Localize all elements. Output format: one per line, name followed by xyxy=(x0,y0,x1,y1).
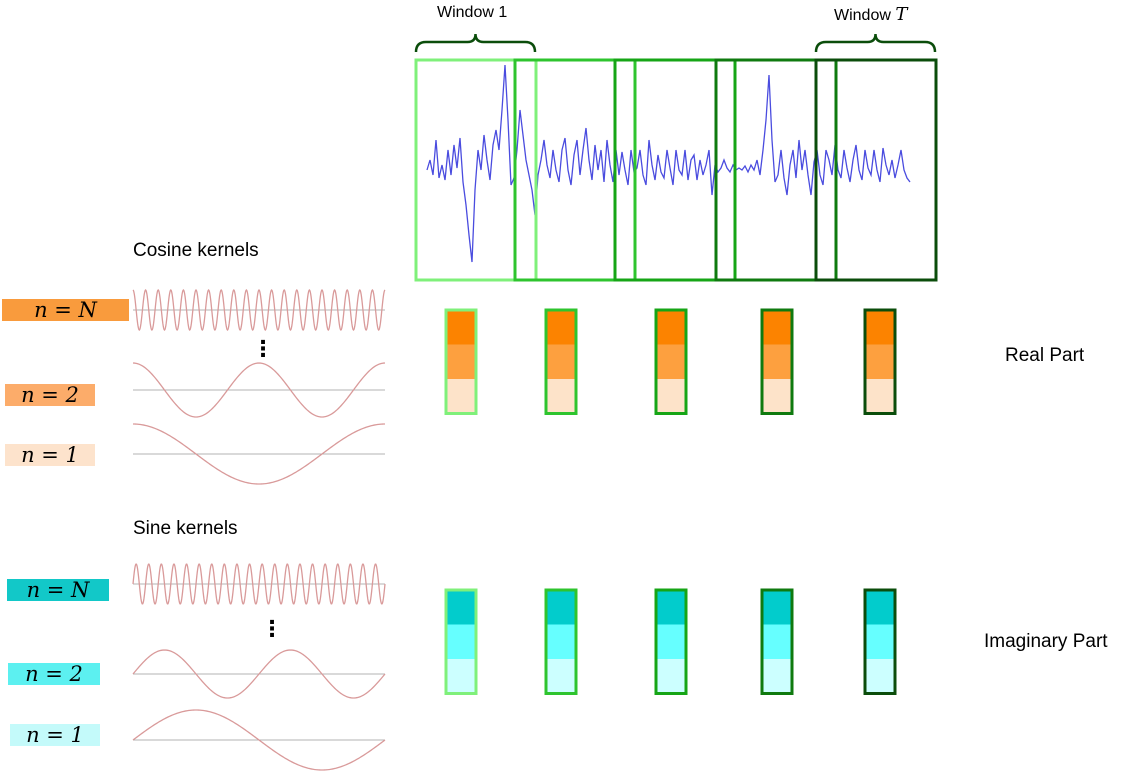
sine-label-n-1: n = 1 xyxy=(10,724,100,746)
real-part-column xyxy=(654,308,688,415)
sliding-windows xyxy=(414,58,938,282)
cell xyxy=(762,379,792,414)
cell xyxy=(546,310,576,345)
kernel-wave xyxy=(132,423,386,485)
imaginary-part-column xyxy=(444,588,478,695)
column-border xyxy=(444,588,478,695)
cell xyxy=(546,344,576,379)
window-t-label: Window T xyxy=(834,4,907,25)
cell xyxy=(546,379,576,414)
cell xyxy=(546,590,576,625)
window-1-label: Window 1 xyxy=(437,4,508,21)
column-border xyxy=(654,588,688,695)
cosine-ellipsis-icon: ⋮ xyxy=(252,336,274,361)
cell xyxy=(546,659,576,694)
real-part-column xyxy=(863,308,897,415)
cell xyxy=(546,624,576,659)
sine-label-n-2: n = 2 xyxy=(8,663,100,685)
column-border xyxy=(444,308,478,415)
window-t-symbol: T xyxy=(895,4,908,25)
column-border xyxy=(544,308,578,415)
cell xyxy=(446,379,476,414)
column-border xyxy=(760,588,794,695)
cell xyxy=(446,659,476,694)
cell xyxy=(446,624,476,659)
cosine-label-n-1: n = 1 xyxy=(5,444,95,466)
cell xyxy=(865,590,895,625)
column-border xyxy=(760,308,794,415)
cell xyxy=(762,344,792,379)
cell xyxy=(865,379,895,414)
column-border xyxy=(654,308,688,415)
column-border xyxy=(863,308,897,415)
cosine-kernel-n-2 xyxy=(132,362,386,418)
window-rect xyxy=(714,58,838,282)
sine-label-n-N: n = N xyxy=(7,579,109,601)
real-part-label: Real Part xyxy=(1005,345,1085,366)
cell xyxy=(762,624,792,659)
cell xyxy=(656,310,686,345)
imaginary-part-column xyxy=(654,588,688,695)
kernel-wave xyxy=(132,649,386,699)
column-border xyxy=(544,588,578,695)
imaginary-part-label: Imaginary Part xyxy=(984,631,1108,652)
cell xyxy=(446,310,476,345)
cell xyxy=(656,624,686,659)
kernel-wave xyxy=(132,709,386,771)
kernel-wave xyxy=(132,289,386,331)
sine-kernel-n-2 xyxy=(132,649,386,699)
cell xyxy=(762,590,792,625)
cell xyxy=(762,659,792,694)
cell xyxy=(762,310,792,345)
window-t-text: Window xyxy=(834,7,891,24)
sine-kernel-n-1 xyxy=(132,709,386,771)
real-part-columns xyxy=(444,308,897,415)
real-part-column xyxy=(444,308,478,415)
imaginary-part-column xyxy=(544,588,578,695)
window-rect xyxy=(814,58,938,282)
kernel-plots xyxy=(132,289,386,771)
imaginary-part-columns xyxy=(444,588,897,695)
cell xyxy=(865,659,895,694)
cosine-label-n-N: n = N xyxy=(2,299,129,321)
kernel-wave xyxy=(132,362,386,418)
cell xyxy=(865,310,895,345)
window-rect xyxy=(513,58,637,282)
real-part-column xyxy=(760,308,794,415)
sine-kernel-n-N xyxy=(132,563,386,605)
window-brackets xyxy=(414,33,937,53)
imaginary-part-column xyxy=(863,588,897,695)
signal-line xyxy=(426,64,911,263)
cosine-kernel-n-N xyxy=(132,289,386,331)
window-t-bracket xyxy=(814,33,937,53)
cell xyxy=(656,659,686,694)
window-rect xyxy=(414,58,538,282)
cell xyxy=(446,590,476,625)
column-border xyxy=(863,588,897,695)
cell xyxy=(865,344,895,379)
window-1-bracket xyxy=(414,33,537,53)
cell xyxy=(656,379,686,414)
cosine-label-n-2: n = 2 xyxy=(5,384,95,406)
signal-plot xyxy=(426,64,911,263)
cell xyxy=(656,344,686,379)
sine-kernels-title: Sine kernels xyxy=(133,518,238,539)
cell xyxy=(865,624,895,659)
imaginary-part-column xyxy=(760,588,794,695)
cell xyxy=(446,344,476,379)
cosine-kernel-n-1 xyxy=(132,423,386,485)
window-rect xyxy=(613,58,737,282)
kernel-wave xyxy=(132,563,386,605)
sine-ellipsis-icon: ⋮ xyxy=(261,616,283,641)
cosine-kernels-title: Cosine kernels xyxy=(133,240,259,261)
real-part-column xyxy=(544,308,578,415)
cell xyxy=(656,590,686,625)
